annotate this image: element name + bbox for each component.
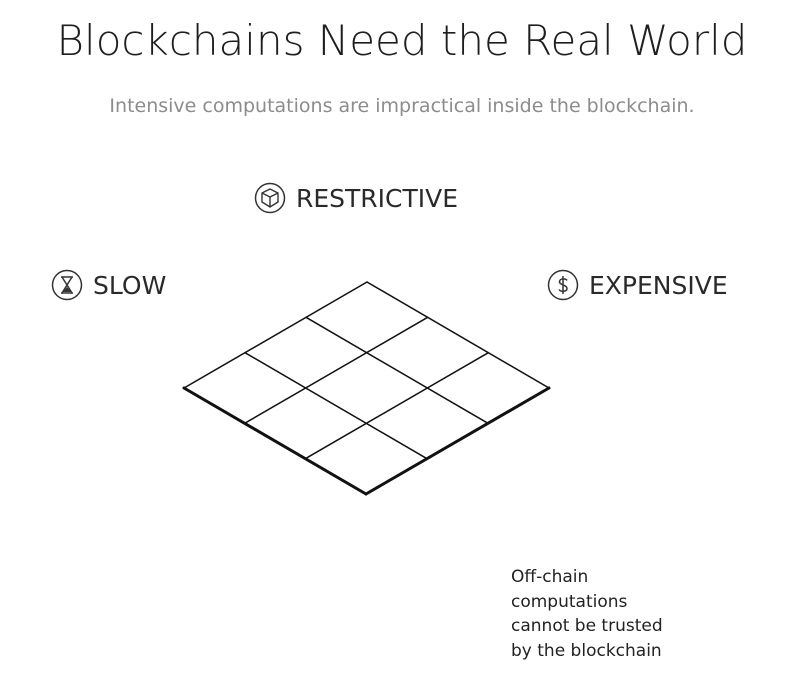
grid-line <box>182 386 368 496</box>
note-line: by the blockchain <box>511 640 662 661</box>
grid-line <box>183 281 368 389</box>
offchain-note: Off-chain computations cannot be trusted… <box>511 565 711 663</box>
dollar-icon <box>547 269 579 301</box>
cube-icon <box>254 182 286 214</box>
note-line: cannot be trusted <box>511 616 663 636</box>
page-title: Blockchains Need the Real World <box>56 16 748 65</box>
expensive-label: EXPENSIVE <box>547 269 728 301</box>
note-line: Off-chain <box>511 567 589 587</box>
restrictive-text: RESTRICTIVE <box>296 183 459 213</box>
restrictive-label: RESTRICTIVE <box>254 182 458 214</box>
page-subtitle: Intensive computations are impractical i… <box>109 95 695 117</box>
slow-text: SLOW <box>93 270 167 300</box>
grid-line <box>244 351 428 460</box>
slow-label: SLOW <box>51 269 166 301</box>
hourglass-icon <box>51 269 83 301</box>
grid-line <box>305 316 489 425</box>
grid-line <box>364 386 551 496</box>
expensive-text: EXPENSIVE <box>589 270 728 300</box>
grid-line <box>304 351 490 460</box>
grid-line <box>243 316 429 425</box>
note-line: computations <box>511 591 628 612</box>
grid-line <box>366 281 550 389</box>
